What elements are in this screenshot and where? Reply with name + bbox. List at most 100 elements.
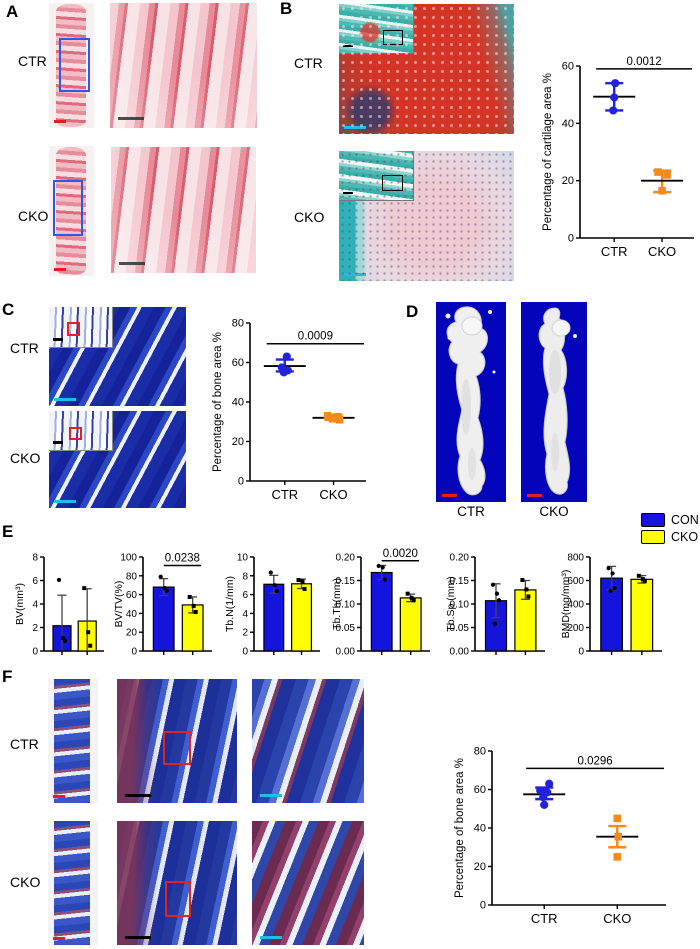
panel-f-cko-mid-image (117, 821, 237, 945)
panel-c-cko-inset-image (49, 411, 114, 451)
tbn-bar-bar-cko (291, 583, 313, 652)
y-tick-label: 0 (568, 233, 574, 245)
y-tick-label: 0 (238, 476, 244, 488)
bvtv-chart: 0 20 40 60 80 100 BV/TV(%) 0.0238 (113, 541, 216, 661)
y-tick-label: 0.05 (336, 623, 356, 634)
legend: CON CKO (641, 513, 699, 544)
panel-c-ctr-inset-image (49, 307, 114, 348)
y-tick-label: 0.05 (450, 623, 470, 634)
y-tick-label: 40 (474, 823, 486, 835)
y-tick-label: 20 (474, 861, 486, 873)
panel-a-ctr-overview-image (49, 3, 94, 128)
data-point (609, 106, 618, 115)
panel-f-letter: F (2, 667, 13, 686)
y-tick-label: 60 (126, 590, 138, 601)
tbth-bar-bar-con (370, 571, 393, 652)
data-point (610, 571, 615, 576)
data-point (193, 609, 198, 614)
data-point (82, 586, 87, 591)
scale-bar (260, 936, 282, 939)
scale-bar (53, 937, 65, 940)
data-point (606, 566, 611, 571)
panel-b-ctr-inset-image (339, 4, 414, 55)
y-tick-label: 0.00 (336, 647, 356, 658)
y-axis-label: Tb.Th(mm) (331, 578, 343, 630)
panel-f-ctr-zoom-image (252, 679, 364, 803)
panel-b-cko-inset-image (339, 151, 414, 202)
scale-bar (343, 44, 353, 48)
y-tick-label: 0 (578, 647, 584, 658)
y-tick-label: 0 (131, 647, 137, 658)
data-point (536, 786, 545, 795)
panel-a-cko-zoom-image (111, 147, 256, 273)
legend-swatch-con (641, 513, 665, 527)
y-axis-label: Tb.N(1/mm) (224, 576, 236, 632)
cartilage-area-chart: 0 20 40 60 Percentage of cartilage area % CTR… (540, 46, 700, 264)
legend-swatch-cko (641, 530, 665, 544)
y-tick-label: 0.20 (336, 553, 356, 564)
data-point (654, 168, 662, 176)
panel-c-row-label-cko: CKO (10, 450, 41, 466)
data-point (613, 814, 622, 823)
scale-bar (527, 494, 542, 497)
bvtv-bar-bar-con (152, 586, 175, 652)
tbth-bar-svg: 0.00 0.05 0.10 0.15 0.20 Tb.Th(mm) 0.0020 (331, 548, 430, 658)
scale-bar (53, 441, 63, 444)
panel-b-ctr-safranin-image (339, 4, 514, 134)
panel-a-ctr-zoom-image (110, 3, 257, 128)
data-point (335, 415, 344, 424)
data-point (328, 414, 337, 423)
data-point (496, 598, 502, 603)
panel-c-row-label-ctr: CTR (10, 340, 39, 356)
data-point (612, 586, 617, 591)
x-group-label: CTR (531, 911, 558, 926)
y-tick-label: 400 (567, 600, 584, 611)
data-point (540, 800, 549, 809)
y-tick-label: 80 (232, 318, 244, 330)
legend-label-cko: CKO (671, 529, 699, 544)
panel-a-cko-overview-image (49, 146, 94, 276)
y-tick-label: 0.15 (450, 576, 470, 587)
data-point (663, 171, 671, 179)
scale-bar (442, 494, 457, 497)
y-tick-label: 100 (120, 553, 137, 564)
panel-b-cko-safranin-image (339, 151, 514, 281)
roi-box (383, 29, 403, 45)
panel-f-row-label-cko: CKO (10, 874, 41, 890)
scale-bar (125, 936, 151, 939)
y-tick-label: 20 (562, 175, 574, 187)
scale-bar (344, 126, 366, 129)
y-tick-label: 80 (126, 571, 138, 582)
panel-d-ctr-microct-image (436, 302, 506, 502)
p-value-label: 0.0012 (627, 56, 662, 68)
y-tick-label: 0 (480, 900, 486, 912)
data-point (158, 574, 163, 579)
scale-bar (54, 268, 66, 271)
data-point (380, 565, 385, 570)
bone-area-chart-f: 0 20 40 60 80 Percentage of bone area % CTR CKO… (452, 731, 672, 931)
data-point (608, 588, 613, 594)
roi-box (66, 322, 81, 336)
roi-box (162, 731, 191, 765)
roi-box (165, 880, 191, 917)
data-point (191, 603, 196, 608)
p-value-label: 0.0020 (383, 548, 418, 560)
p-value-label: 0.0238 (165, 552, 200, 564)
data-point (282, 352, 291, 361)
y-tick-label: 0.20 (450, 553, 470, 564)
data-point (658, 186, 666, 195)
data-point (272, 583, 277, 588)
data-point (545, 779, 554, 788)
y-tick-label: 800 (567, 553, 584, 564)
bmd-bar-svg: 0 200 400 600 800 BMD(mg/mm³) (560, 553, 662, 658)
tbn-bar-bar-con (263, 583, 285, 652)
panel-f-ctr-mid-image (117, 679, 237, 803)
y-tick-label: 6 (242, 590, 248, 601)
y-tick-label: 0.10 (450, 600, 470, 611)
y-tick-label: 40 (232, 397, 244, 409)
scale-bar (118, 117, 144, 120)
panel-f-ctr-overview-image (48, 679, 98, 803)
data-point (490, 582, 496, 587)
y-tick-label: 2 (32, 623, 38, 634)
p-value-label: 0.0296 (578, 755, 613, 767)
